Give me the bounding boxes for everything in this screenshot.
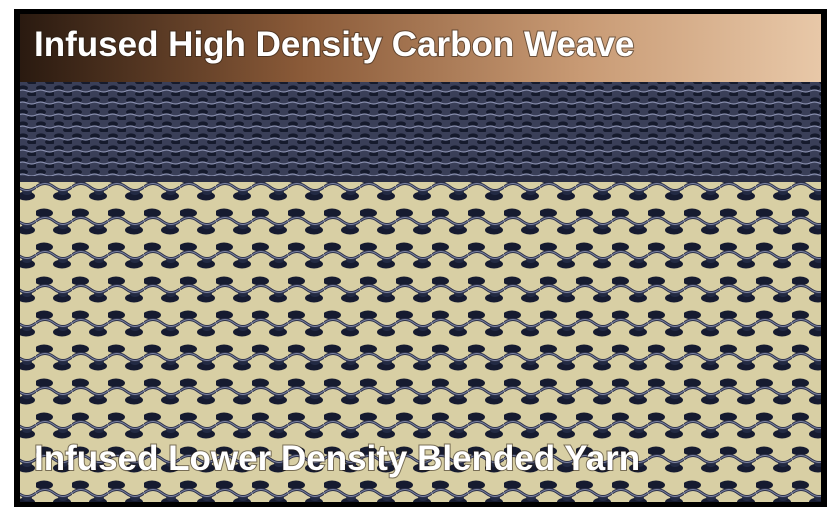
background-band [20, 14, 821, 84]
bottom-label: Infused Lower Density Blended Yarn [34, 439, 640, 478]
layer-seam [20, 176, 821, 182]
loose-weave [20, 176, 821, 502]
dense-weave [20, 82, 821, 180]
top-label: Infused High Density Carbon Weave [34, 25, 634, 64]
